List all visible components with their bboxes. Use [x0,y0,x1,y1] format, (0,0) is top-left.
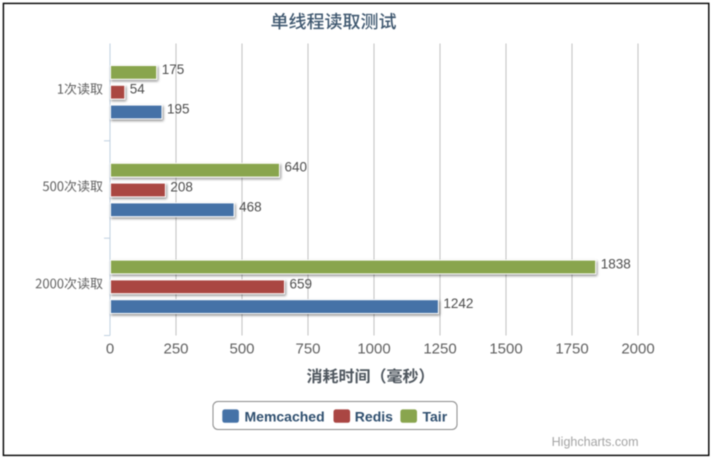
svg-text:468: 468 [239,199,262,214]
svg-text:1000: 1000 [357,341,390,358]
svg-text:1250: 1250 [423,341,456,358]
svg-text:500: 500 [229,341,254,358]
svg-text:195: 195 [167,102,190,117]
svg-text:640: 640 [285,160,308,175]
svg-text:54: 54 [130,82,146,97]
svg-text:Highcharts.com: Highcharts.com [552,435,639,449]
svg-text:1500: 1500 [489,341,522,358]
svg-text:250: 250 [163,341,188,358]
svg-text:Memcached: Memcached [245,408,325,424]
svg-text:Redis: Redis [355,408,393,424]
svg-text:1242: 1242 [443,296,473,311]
svg-text:0: 0 [106,341,114,358]
svg-text:750: 750 [295,341,320,358]
svg-text:1750: 1750 [555,341,588,358]
svg-text:659: 659 [290,276,313,291]
svg-text:2000: 2000 [621,341,654,358]
svg-text:208: 208 [170,180,193,195]
svg-text:175: 175 [162,62,185,77]
svg-text:1838: 1838 [601,257,631,272]
svg-text:Tair: Tair [423,408,448,424]
